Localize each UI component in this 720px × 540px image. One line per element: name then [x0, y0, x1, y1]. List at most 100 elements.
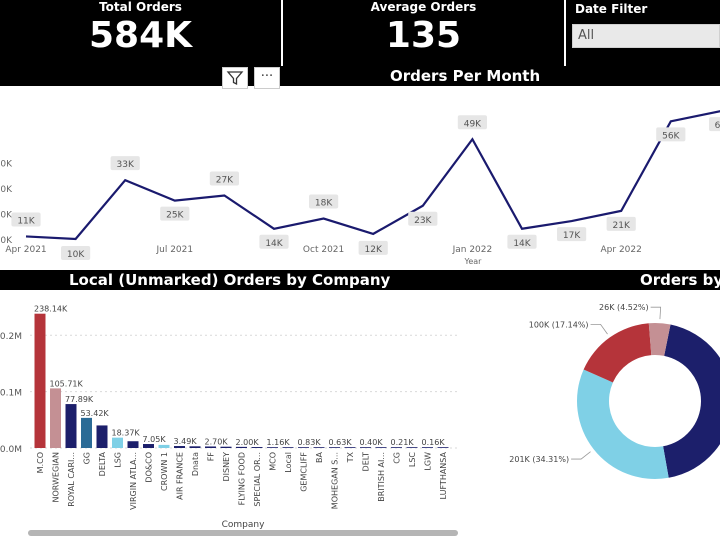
data-label-box: [507, 234, 537, 249]
data-label-box: [408, 211, 438, 226]
data-label: 21K: [613, 221, 631, 231]
x-tick-label: NORWEGIAN: [52, 452, 61, 503]
slice-label: 100K (17.14%): [529, 320, 589, 329]
bar: [437, 447, 449, 448]
y-tick-label: 0.1M: [0, 389, 22, 399]
local-orders-bar-chart: 0.2M 0.1M 0.0M 238.14K M.CO 105.71K NORWEGIAN 7…: [0, 305, 460, 530]
data-label: 0.83K: [298, 438, 322, 447]
data-label: 2.00K: [236, 438, 260, 447]
x-tick-label: ROYAL CARI...: [67, 452, 76, 507]
bar: [127, 441, 139, 448]
leader-line: [650, 306, 662, 320]
data-label: 1.16K: [267, 438, 291, 447]
date-filter-label: Date Filter: [575, 2, 648, 16]
data-label-box: [358, 240, 388, 255]
x-tick-label: LSG: [114, 452, 123, 468]
bar: [50, 388, 61, 448]
x-tick-label: DELT: [362, 452, 371, 472]
data-label-box: [61, 246, 91, 260]
line-chart-title: Orders Per Month: [390, 67, 541, 85]
x-tick-label: CG: [393, 452, 402, 464]
filter-button[interactable]: [222, 67, 248, 89]
data-label-box: [457, 115, 487, 130]
bar: [360, 447, 371, 448]
data-label: 0.21K: [391, 438, 415, 447]
y-tick-label: 0.0M: [0, 445, 22, 455]
bar-chart-scrollbar[interactable]: [28, 530, 458, 536]
bar: [143, 444, 154, 448]
kpi-divider: [564, 0, 566, 66]
bar: [375, 447, 387, 448]
average-orders-card: Average Orders 135: [283, 0, 564, 66]
data-label: 0.16K: [422, 438, 446, 447]
filter-icon: [226, 71, 244, 86]
x-tick-label: DO&CO: [145, 452, 154, 483]
x-tick-label: CROWN 1: [160, 452, 169, 491]
bar: [391, 447, 402, 448]
bar: [282, 447, 294, 448]
average-orders-label: Average Orders: [370, 0, 477, 14]
bar: [236, 446, 247, 448]
x-tick-label: TX: [346, 451, 355, 463]
data-label: 17K: [563, 231, 581, 241]
donut-slice: [577, 369, 669, 479]
x-tick-label: Apr 2021: [5, 245, 46, 255]
data-label: 12K: [365, 245, 383, 255]
x-tick-label: SPECIAL OR...: [253, 452, 262, 507]
data-label: 14K: [265, 239, 283, 249]
y-tick-label: 30K: [0, 185, 13, 195]
data-label-box: [259, 234, 289, 249]
more-options-button[interactable]: ···: [254, 67, 280, 89]
donut-slice: [583, 323, 652, 383]
bar: [313, 447, 325, 448]
data-label-box: [557, 227, 587, 242]
bar-chart-title: Local (Unmarked) Orders by Company: [69, 271, 391, 289]
y-tick-label: 40K: [0, 159, 13, 169]
donut-chart-title: Orders by: [640, 271, 720, 289]
more-options-icon: ···: [260, 69, 274, 84]
data-label: 0.63K: [329, 438, 353, 447]
y-tick-label: 0.2M: [0, 332, 22, 342]
data-label-box: [309, 194, 339, 209]
data-label: 62: [715, 121, 720, 131]
donut-slice: [663, 324, 720, 478]
x-tick-label: MCO: [269, 452, 278, 471]
x-tick-label: LGW: [424, 452, 433, 471]
average-orders-value: 135: [385, 15, 462, 56]
x-tick-label: FF: [207, 452, 216, 462]
x-axis-title: Company: [222, 520, 265, 530]
data-label-box: [709, 117, 720, 132]
x-tick-label: Jan 2022: [452, 245, 493, 255]
bar: [344, 447, 356, 448]
data-label: 10K: [67, 250, 85, 260]
bar: [406, 447, 418, 448]
bar: [65, 404, 77, 448]
x-tick-label: Local: [284, 452, 293, 473]
data-label: 14K: [513, 239, 531, 249]
data-label: 18K: [315, 199, 333, 209]
bar: [298, 447, 309, 448]
bar: [96, 425, 108, 448]
date-filter-panel: Date Filter All: [566, 0, 720, 66]
data-label-box: [606, 216, 636, 231]
y-tick-label: 20K: [0, 210, 13, 220]
data-label: 53.42K: [81, 409, 110, 418]
x-tick-label: DELTA: [98, 451, 107, 476]
data-label: 11K: [17, 216, 35, 226]
line-chart-title-bar: Orders Per Month: [0, 66, 720, 86]
bar: [251, 447, 263, 448]
data-label: 0.40K: [360, 438, 384, 447]
bar: [422, 447, 433, 448]
date-filter-dropdown[interactable]: All: [572, 24, 720, 48]
x-tick-label: M.CO: [36, 452, 45, 473]
bar: [112, 437, 123, 448]
x-axis-title: Year: [464, 257, 483, 266]
bar-chart-scroll-thumb[interactable]: [28, 530, 458, 536]
x-tick-label: AIR FRANCE: [176, 452, 185, 500]
bar: [267, 447, 278, 448]
x-tick-label: Apr 2022: [601, 245, 642, 255]
x-tick-label: LUFTHANSA: [439, 451, 448, 499]
data-label: 56K: [662, 131, 680, 141]
